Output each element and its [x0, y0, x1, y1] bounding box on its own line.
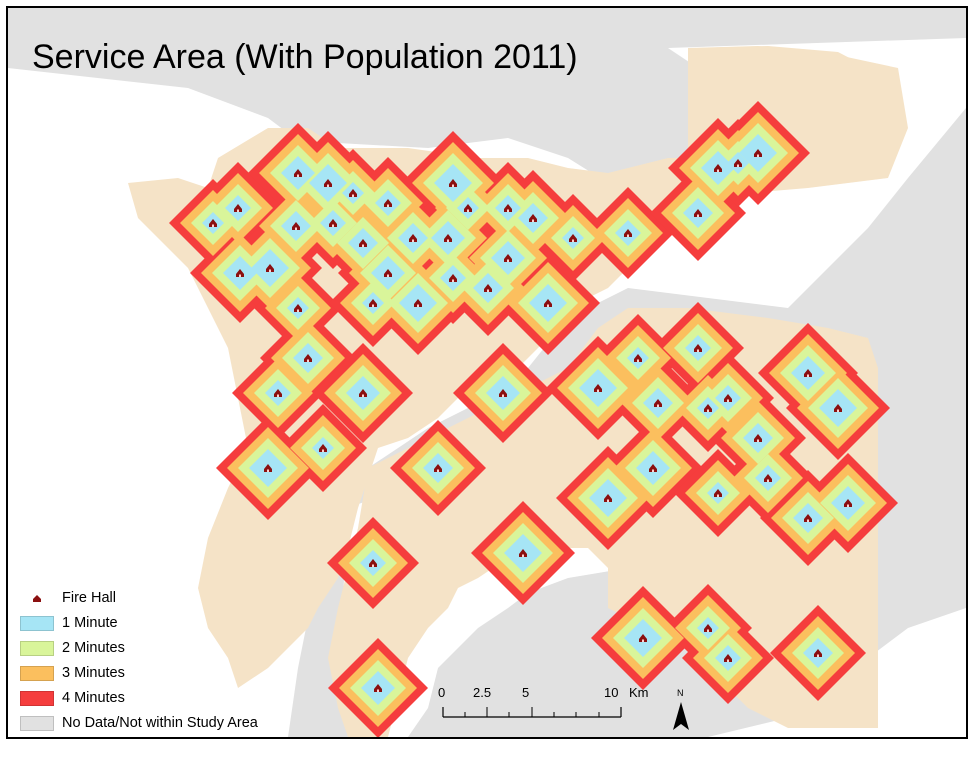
legend-2-minutes: 2 Minutes — [20, 638, 125, 658]
scale-bar: 0 2.5 5 10 Km — [433, 685, 663, 725]
swatch — [20, 640, 54, 656]
legend-label: Fire Hall — [62, 590, 116, 606]
legend-label: 4 Minutes — [62, 690, 125, 706]
north-label: N — [677, 688, 684, 698]
scale-tick-label: 10 — [604, 685, 619, 700]
legend-4-minutes: 4 Minutes — [20, 688, 125, 708]
map-frame: Service Area (With Population 2011) Fire… — [6, 6, 968, 739]
scale-bar-graphic — [442, 707, 622, 718]
swatch — [20, 665, 54, 681]
scale-tick-label: 2.5 — [473, 685, 492, 700]
legend-label: No Data/Not within Study Area — [62, 715, 258, 731]
swatch — [20, 615, 54, 631]
swatch — [20, 690, 54, 706]
legend-1-minute: 1 Minute — [20, 613, 118, 633]
legend-no-data: No Data/Not within Study Area — [20, 713, 258, 733]
legend: Fire Hall 1 Minute 2 Minutes 3 Minutes 4… — [20, 584, 320, 734]
north-arrow-icon: N — [668, 688, 694, 736]
swatch — [20, 715, 54, 731]
legend-3-minutes: 3 Minutes — [20, 663, 125, 683]
legend-label: 2 Minutes — [62, 640, 125, 656]
scale-tick-label: 5 — [522, 685, 530, 700]
map-canvas[interactable] — [8, 8, 966, 737]
map-title: Service Area (With Population 2011) — [32, 38, 578, 76]
legend-label: 1 Minute — [62, 615, 118, 631]
scale-tick-label: 0 — [438, 685, 446, 700]
house-icon — [20, 591, 54, 606]
legend-label: 3 Minutes — [62, 665, 125, 681]
scale-unit: Km — [629, 685, 649, 700]
legend-fire-hall: Fire Hall — [20, 588, 116, 608]
